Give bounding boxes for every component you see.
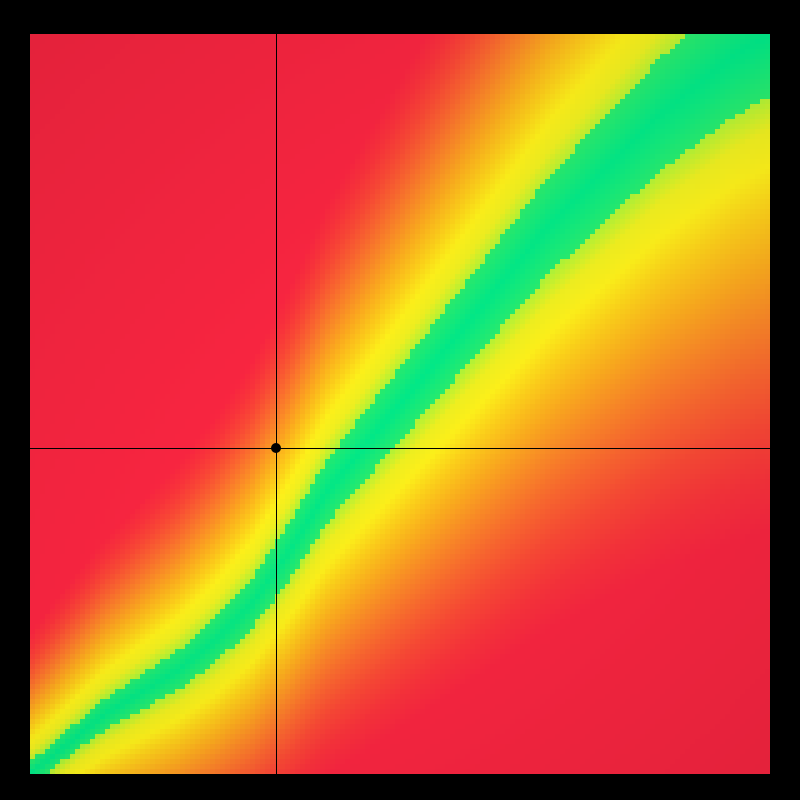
crosshair-vertical <box>276 34 277 774</box>
selection-marker <box>271 443 281 453</box>
watermark-text: TheBottleneck.com <box>574 8 768 32</box>
crosshair-horizontal <box>30 448 770 449</box>
bottleneck-heatmap <box>30 34 770 774</box>
chart-container: { "watermark": { "text": "TheBottleneck.… <box>0 0 800 800</box>
